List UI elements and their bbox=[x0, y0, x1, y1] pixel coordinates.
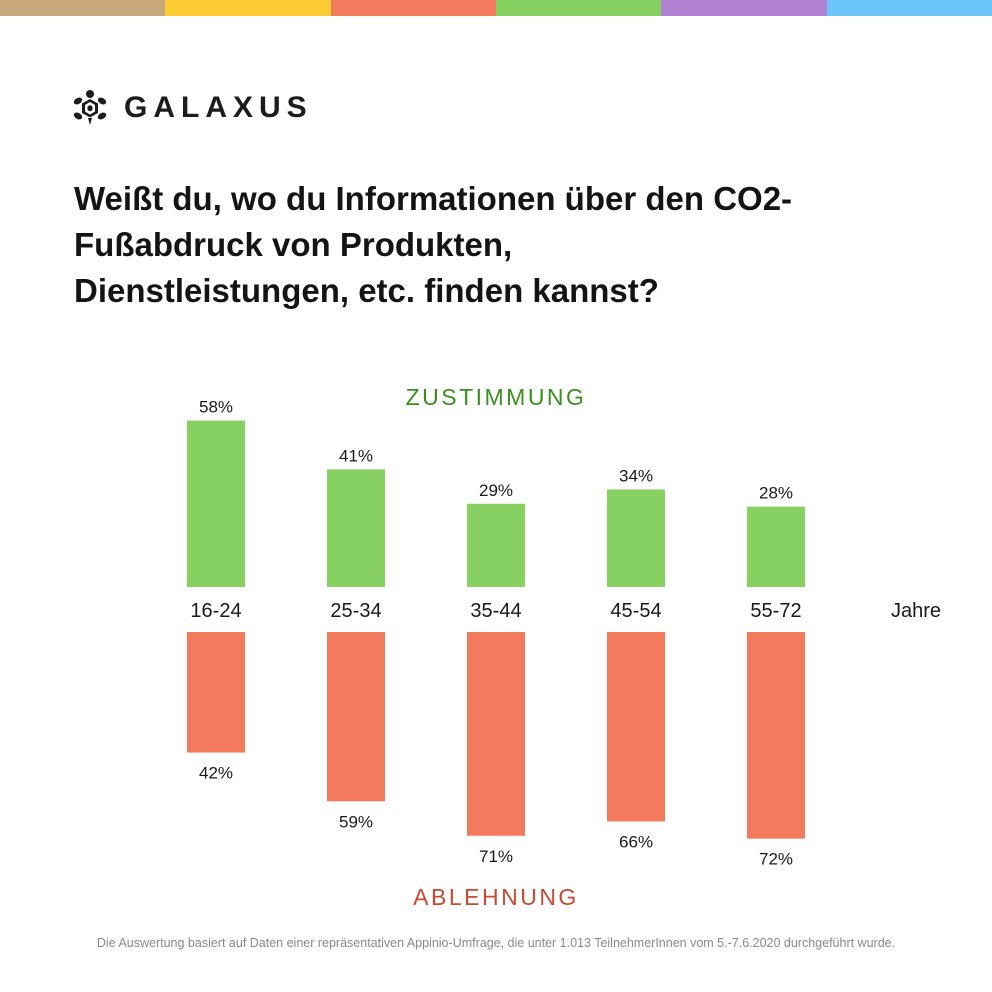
legend-ablehnung: ABLEHNUNG bbox=[413, 884, 579, 910]
value-label-zustimmung-25-34: 41% bbox=[339, 446, 373, 465]
bar-zustimmung-16-24 bbox=[187, 420, 245, 587]
color-stripe-2 bbox=[165, 0, 331, 16]
bar-ablehnung-35-44 bbox=[467, 632, 525, 836]
value-label-ablehnung-35-44: 71% bbox=[479, 847, 513, 866]
turtle-icon bbox=[73, 90, 107, 125]
value-label-zustimmung-45-54: 34% bbox=[619, 466, 653, 485]
color-stripe-1 bbox=[0, 0, 166, 16]
category-label-35-44: 35-44 bbox=[470, 600, 521, 622]
value-label-ablehnung-16-24: 42% bbox=[199, 764, 233, 783]
bar-zustimmung-25-34 bbox=[327, 469, 385, 587]
bars-layer: ZUSTIMMUNG ABLEHNUNG 58% 16-24 42% 41% 25-34 59… bbox=[187, 384, 941, 910]
bar-chart: ZUSTIMMUNG ABLEHNUNG 58% 16-24 42% 41% 25-34 59… bbox=[187, 384, 941, 910]
legend-zustimmung: ZUSTIMMUNG bbox=[406, 384, 587, 410]
color-stripe-6 bbox=[826, 0, 992, 16]
value-label-zustimmung-16-24: 58% bbox=[199, 398, 233, 417]
footnote: Die Auswertung basiert auf Daten einer r… bbox=[96, 936, 896, 950]
value-label-ablehnung-25-34: 59% bbox=[339, 812, 373, 831]
category-label-45-54: 45-54 bbox=[610, 600, 661, 622]
value-label-zustimmung-55-72: 28% bbox=[759, 484, 793, 503]
category-label-55-72: 55-72 bbox=[750, 600, 801, 622]
value-label-zustimmung-35-44: 29% bbox=[479, 481, 513, 500]
galaxus-logo: GALAXUS bbox=[72, 88, 313, 128]
color-stripe-3 bbox=[330, 0, 496, 16]
value-label-ablehnung-55-72: 72% bbox=[759, 850, 793, 869]
color-stripe-5 bbox=[661, 0, 827, 16]
brand-name: GALAXUS bbox=[124, 91, 313, 124]
category-label-25-34: 25-34 bbox=[330, 600, 381, 622]
bar-ablehnung-45-54 bbox=[607, 632, 665, 822]
bar-ablehnung-55-72 bbox=[747, 632, 805, 839]
bar-zustimmung-55-72 bbox=[747, 506, 805, 587]
category-label-16-24: 16-24 bbox=[190, 600, 241, 622]
value-label-ablehnung-45-54: 66% bbox=[619, 832, 653, 851]
top-color-bar bbox=[0, 0, 992, 16]
color-stripe-4 bbox=[495, 0, 662, 16]
bar-zustimmung-35-44 bbox=[467, 503, 525, 587]
category-unit-label: Jahre bbox=[891, 600, 941, 622]
bar-zustimmung-45-54 bbox=[607, 489, 665, 587]
bar-ablehnung-16-24 bbox=[187, 632, 245, 753]
bar-ablehnung-25-34 bbox=[327, 632, 385, 802]
chart-title: Weißt du, wo du Informationen über den C… bbox=[74, 180, 793, 309]
